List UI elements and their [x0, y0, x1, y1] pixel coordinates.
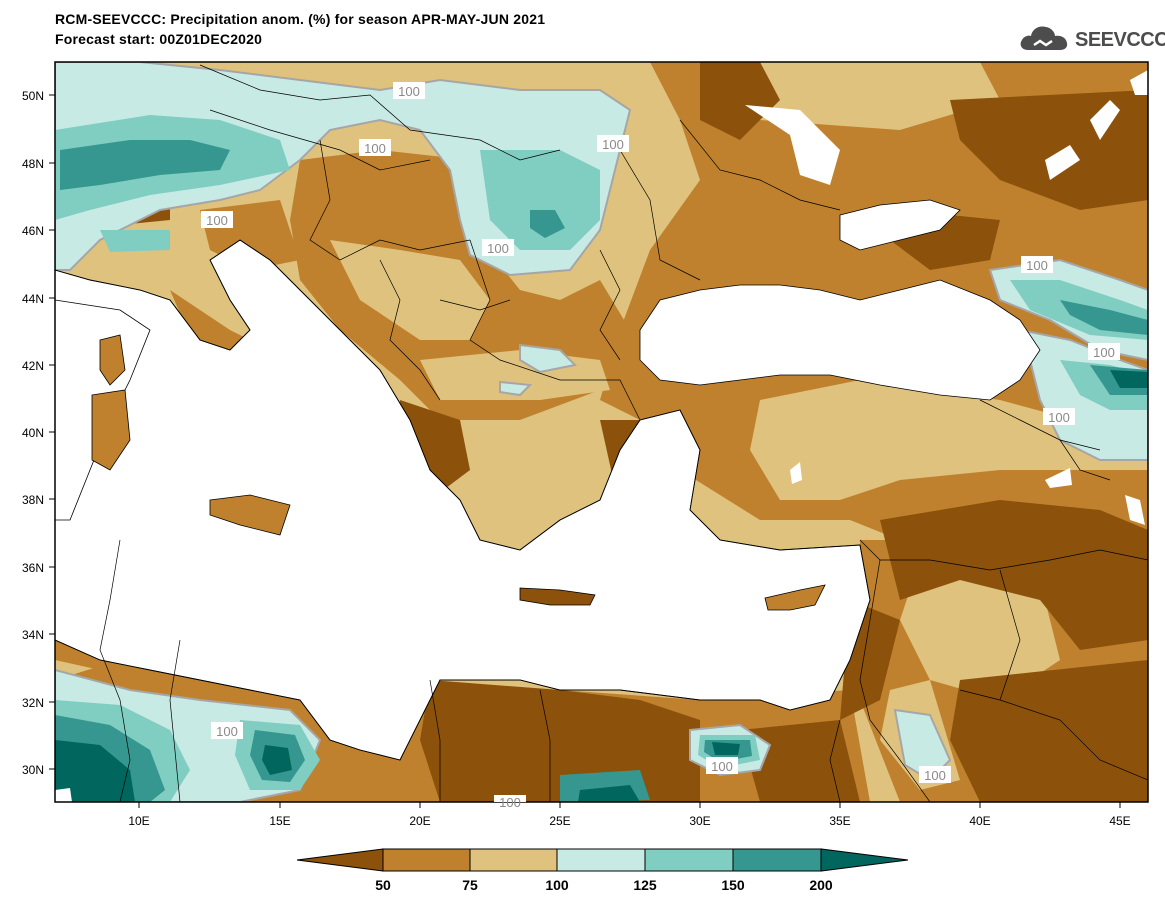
- colorbar-label: 125: [633, 877, 657, 893]
- map-field: [55, 62, 1148, 802]
- crete: [519, 587, 596, 606]
- lat-tick-label: 36N: [22, 561, 44, 575]
- svg-text:100: 100: [711, 759, 733, 774]
- contour-label: 100: [1021, 256, 1053, 273]
- svg-text:100: 100: [499, 795, 521, 810]
- forecast-start-subtitle: Forecast start: 00Z01DEC2020: [55, 31, 263, 47]
- contour-label: 100: [1088, 343, 1120, 360]
- colorbar-label: 75: [462, 877, 478, 893]
- colorbar-100-125: [556, 848, 646, 872]
- lat-tick-label: 32N: [22, 696, 44, 710]
- lat-tick-label: 38N: [22, 493, 44, 507]
- svg-text:100: 100: [206, 213, 228, 228]
- sardinia: [91, 389, 131, 471]
- seevccc-logo: SEEVCCC: [1018, 22, 1165, 56]
- lat-tick-label: 44N: [22, 292, 44, 306]
- missing-data-patches: [55, 70, 1148, 802]
- contour-label: 100: [706, 757, 738, 774]
- colorbar-below-50: [296, 848, 384, 872]
- sea-areas: [55, 199, 1041, 761]
- lon-tick-label: 20E: [409, 814, 430, 828]
- contour-label: 100: [482, 239, 514, 256]
- lon-axis: [138, 802, 1121, 808]
- lat-tick-label: 48N: [22, 157, 44, 171]
- lat-tick-label: 34N: [22, 628, 44, 642]
- lon-tick-label: 35E: [829, 814, 850, 828]
- colorbar-75-100: [469, 848, 558, 872]
- contour-label: 100: [211, 722, 243, 739]
- sicily: [209, 494, 291, 536]
- lon-tick-label: 30E: [689, 814, 710, 828]
- islands: [91, 334, 826, 611]
- contour-label: 100: [1043, 408, 1075, 425]
- field-75-100-patches: [330, 62, 1148, 790]
- black-sea: [639, 279, 1041, 401]
- corsica: [99, 334, 126, 386]
- colorbar-label: 50: [375, 877, 391, 893]
- field-above-200: [55, 370, 1148, 802]
- svg-text:100: 100: [364, 141, 386, 156]
- colorbar-125-150: [644, 848, 734, 872]
- lon-tick-label: 25E: [549, 814, 570, 828]
- svg-text:100: 100: [216, 724, 238, 739]
- svg-text:100: 100: [602, 137, 624, 152]
- lat-tick-label: 42N: [22, 359, 44, 373]
- svg-text:100: 100: [1048, 410, 1070, 425]
- lat-tick-label: 50N: [22, 89, 44, 103]
- contour-label: 100: [393, 82, 425, 99]
- contour-label: 100: [359, 139, 391, 156]
- colorbar-labels: 50 75 100 125 150 200: [375, 877, 833, 893]
- contour-label: 100: [919, 766, 951, 783]
- contour-label: 100: [494, 795, 526, 810]
- lat-tick-label: 30N: [22, 763, 44, 777]
- sea-of-azov: [839, 199, 961, 251]
- lon-tick-label: 45E: [1109, 814, 1130, 828]
- colorbar-150-200: [732, 848, 822, 872]
- colorbar-above-200: [820, 848, 909, 872]
- colorbar-label: 200: [809, 877, 833, 893]
- contour-labels: 100 100 100 100 100 100 100 100 100 100 …: [201, 82, 1120, 810]
- logo-text: SEEVCCC: [1075, 29, 1165, 51]
- svg-text:100: 100: [487, 241, 509, 256]
- contour-label: 100: [201, 211, 233, 228]
- svg-text:100: 100: [924, 768, 946, 783]
- svg-text:100: 100: [1093, 345, 1115, 360]
- lon-tick-label: 15E: [269, 814, 290, 828]
- cloud-icon: [1020, 26, 1068, 50]
- map-title: RCM-SEEVCCC: Precipitation anom. (%) for…: [55, 11, 546, 27]
- lat-axis: [49, 94, 55, 770]
- colorbar-label: 100: [545, 877, 569, 893]
- lat-tick-label: 40N: [22, 426, 44, 440]
- lon-tick-labels: 10E 15E 20E 25E 30E 35E 40E 45E: [128, 814, 1130, 828]
- country-borders: [99, 64, 1148, 802]
- cyprus: [764, 584, 826, 611]
- colorbar-label: 150: [721, 877, 745, 893]
- svg-text:100: 100: [1026, 258, 1048, 273]
- contour-label: 100: [597, 135, 629, 152]
- lon-tick-label: 40E: [969, 814, 990, 828]
- svg-text:100: 100: [398, 84, 420, 99]
- lat-tick-labels: 30N 32N 34N 36N 38N 40N 42N 44N 46N 48N …: [22, 89, 44, 777]
- colorbar-50-75: [382, 848, 471, 872]
- lat-tick-label: 46N: [22, 224, 44, 238]
- lon-tick-label: 10E: [128, 814, 149, 828]
- coastlines: [55, 239, 871, 761]
- colorbar: [296, 848, 909, 872]
